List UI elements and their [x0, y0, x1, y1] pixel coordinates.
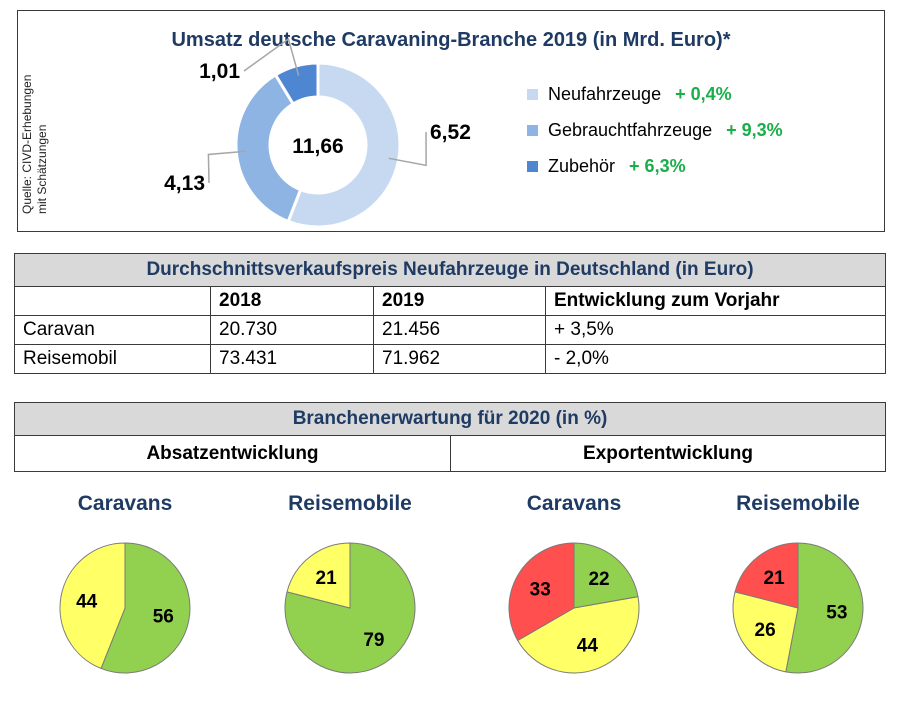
legend-swatch-gebrauchtfahrzeuge	[527, 125, 538, 136]
legend-item-gebrauchtfahrzeuge: Gebrauchtfahrzeuge + 9,3%	[527, 120, 783, 141]
price-cell-change: - 2,0%	[545, 344, 886, 374]
pie-3-value-label-2: 21	[764, 568, 786, 589]
donut-value-label-2: 1,01	[199, 60, 240, 83]
price-table-title: Durchschnittsverkaufspreis Neufahrzeuge …	[14, 253, 886, 287]
legend-growth-neufahrzeuge: + 0,4%	[675, 84, 732, 104]
expectation-header-sales: Absatzentwicklung	[14, 435, 451, 472]
price-cell-change: + 3,5%	[545, 315, 886, 345]
price-table-header-2018: 2018	[210, 286, 374, 316]
price-cell-2019: 21.456	[373, 315, 546, 345]
pie-title-sales-caravans: Caravans	[77, 492, 173, 515]
donut-slice-0	[286, 61, 402, 229]
expectation-table: Branchenerwartung für 2020 (in %) Absatz…	[14, 402, 886, 472]
pie-1-value-label-1: 21	[316, 568, 338, 589]
pie-1-value-label-0: 79	[363, 630, 384, 651]
price-cell-2018: 20.730	[210, 315, 374, 345]
pie-1-slice-1	[286, 542, 351, 609]
donut-value-label-0: 6,52	[430, 121, 471, 144]
price-cell-label: Caravan	[14, 315, 211, 345]
pie-title-export-caravans: Caravans	[526, 492, 622, 515]
pie-0-slice-1	[59, 542, 126, 670]
legend-label-neufahrzeuge: Neufahrzeuge	[548, 84, 662, 104]
expectation-title: Branchenerwartung für 2020 (in %)	[14, 402, 886, 436]
pie-3-slice-1	[732, 591, 799, 673]
pie-3-value-label-1: 26	[755, 620, 776, 641]
pie-2-slice-1	[517, 596, 640, 674]
expectation-header-export: Exportentwicklung	[450, 435, 886, 472]
revenue-donut-panel: Umsatz deutsche Caravaning-Branche 2019 …	[17, 10, 885, 232]
legend-label-gebrauchtfahrzeuge: Gebrauchtfahrzeuge	[548, 120, 713, 140]
legend-label-zubehoer: Zubehör	[548, 156, 616, 176]
legend-growth-zubehoer: + 6,3%	[629, 156, 686, 176]
legend-item-zubehoer: Zubehör + 6,3%	[527, 156, 686, 177]
pie-2-slice-2	[508, 542, 575, 642]
pie-1-slice-0	[284, 542, 416, 674]
donut-leader-line-2	[243, 37, 300, 76]
pie-2-slice-0	[573, 542, 639, 609]
pie-3-slice-0	[785, 542, 864, 674]
price-table-header-2019: 2019	[373, 286, 546, 316]
legend-swatch-neufahrzeuge	[527, 89, 538, 100]
donut-total-label: 11,66	[292, 135, 343, 158]
pie-3-slice-2	[734, 542, 799, 609]
table-row: Caravan 20.730 21.456 + 3,5%	[14, 315, 886, 345]
price-cell-2018: 73.431	[210, 344, 374, 374]
pie-title-export-reisemobile: Reisemobile	[736, 492, 860, 515]
price-cell-2019: 71.962	[373, 344, 546, 374]
revenue-donut-chart: 11,66 6,52 4,13 1,01	[164, 37, 471, 229]
price-cell-label: Reisemobil	[14, 344, 211, 374]
price-table-header-empty	[14, 286, 211, 316]
pie-0-slice-0	[100, 542, 191, 674]
pie-2-value-label-0: 22	[588, 569, 609, 590]
donut-leader-line-1	[207, 150, 247, 184]
legend-swatch-zubehoer	[527, 161, 538, 172]
donut-value-label-1: 4,13	[164, 172, 205, 195]
donut-slice-2	[273, 61, 320, 106]
legend-item-neufahrzeuge: Neufahrzeuge + 0,4%	[527, 84, 732, 105]
pie-2-value-label-2: 33	[530, 580, 551, 601]
donut-slice-1	[234, 72, 303, 224]
donut-leader-line-0	[388, 131, 427, 167]
price-table: Durchschnittsverkaufspreis Neufahrzeuge …	[14, 253, 886, 374]
pie-title-sales-reisemobile: Reisemobile	[288, 492, 412, 515]
pie-3-value-label-0: 53	[826, 603, 847, 624]
pie-2-value-label-1: 44	[577, 636, 599, 657]
donut-title: Umsatz deutsche Caravaning-Branche 2019 …	[171, 29, 731, 51]
pie-0-value-label-1: 44	[76, 592, 98, 613]
legend-growth-gebrauchtfahrzeuge: + 9,3%	[726, 120, 783, 140]
table-row: Reisemobil 73.431 71.962 - 2,0%	[14, 344, 886, 374]
price-table-header-change: Entwicklung zum Vorjahr	[545, 286, 886, 316]
pie-0-value-label-0: 56	[153, 606, 174, 627]
